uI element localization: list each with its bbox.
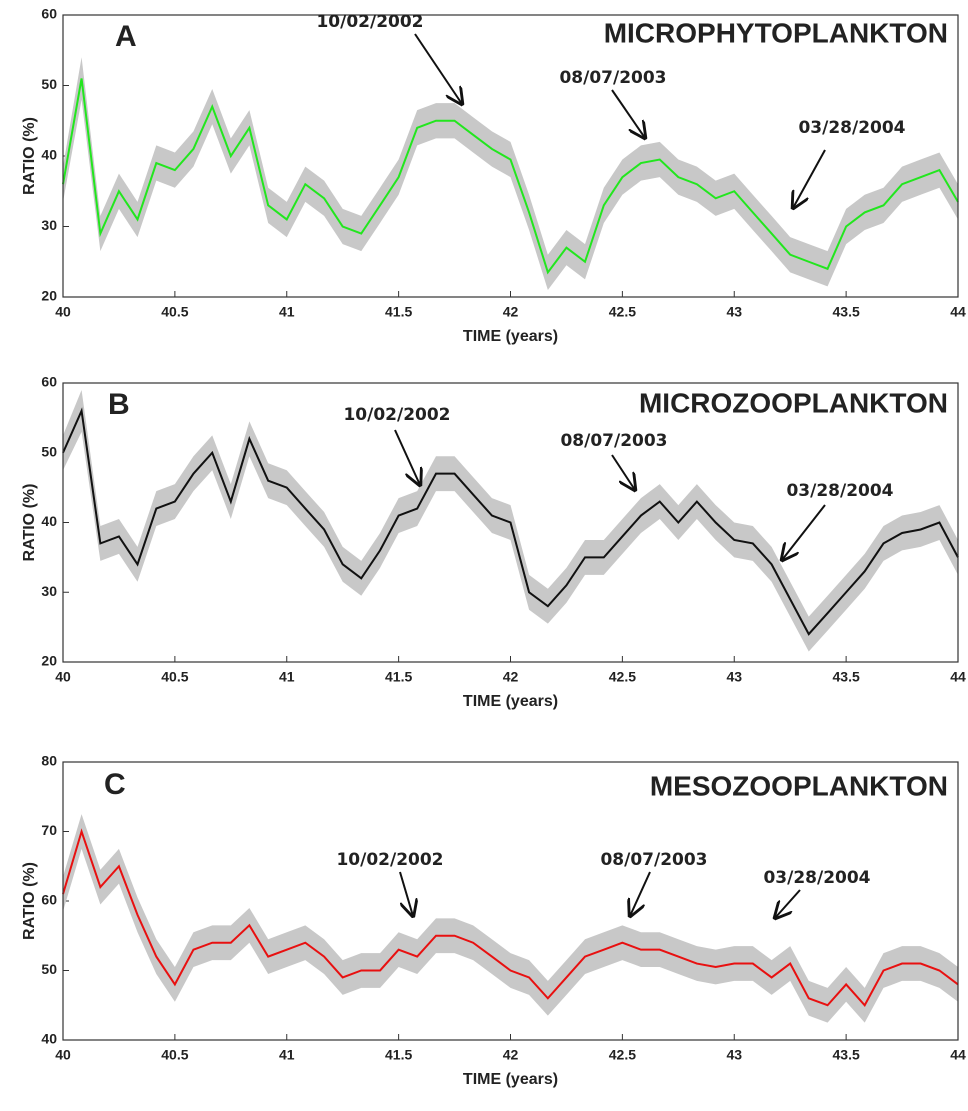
x-tick-label: 40	[55, 304, 71, 320]
panel-label: A	[115, 20, 137, 53]
x-tick-label: 40	[55, 1047, 71, 1063]
x-tick-label: 41	[279, 304, 295, 320]
x-tick-label: 40.5	[161, 304, 188, 320]
x-tick-label: 41.5	[385, 304, 412, 320]
x-tick-label: 42.5	[609, 304, 636, 320]
annotation: 10/02/2002	[343, 405, 450, 425]
x-tick-label: 43	[726, 304, 742, 320]
x-tick-label: 42.5	[609, 669, 636, 685]
x-tick-label: 41.5	[385, 669, 412, 685]
x-tick-label: 43.5	[833, 669, 860, 685]
x-tick-label: 42	[503, 304, 519, 320]
y-tick-label: 30	[41, 583, 57, 599]
data-line	[62, 828, 959, 1007]
panel-label: B	[108, 388, 130, 421]
x-tick-label: 42	[503, 669, 519, 685]
y-tick-label: 20	[41, 288, 57, 304]
annotation: 10/02/2002	[316, 12, 423, 32]
x-tick-label: 41	[279, 1047, 295, 1063]
y-tick-label: 30	[41, 217, 57, 233]
y-tick-label: 40	[41, 513, 57, 529]
panel-title: MICROPHYTOPLANKTON	[604, 17, 948, 48]
annotation: 08/07/2003	[559, 68, 666, 88]
panel: 20 30 40 50 60 40 40.5 41 41.5 42 42.5 43 43.5 44 TIME…	[21, 374, 966, 711]
annotation-arrow	[793, 149, 826, 208]
y-tick-label: 60	[41, 892, 57, 908]
annotation: 08/07/2003	[560, 431, 667, 451]
x-tick-label: 42.5	[609, 1047, 636, 1063]
annotation-arrow	[414, 33, 462, 104]
error-band	[63, 389, 958, 652]
y-tick-label: 50	[41, 443, 57, 459]
y-tick-label: 50	[41, 961, 57, 977]
y-tick-label: 50	[41, 76, 57, 92]
x-tick-label: 43.5	[833, 304, 860, 320]
x-tick-label: 43.5	[833, 1047, 860, 1063]
x-axis-title: TIME (years)	[463, 1071, 558, 1088]
data-line	[62, 78, 959, 275]
error-band	[63, 57, 958, 290]
x-tick-label: 43	[726, 1047, 742, 1063]
plot-frame	[62, 14, 959, 298]
y-tick-label: 80	[41, 753, 57, 769]
x-axis-title: TIME (years)	[463, 693, 558, 710]
y-tick-label: 20	[41, 653, 57, 669]
annotation-arrow	[782, 504, 826, 560]
y-axis-title: RATIO (%)	[21, 484, 38, 562]
y-tick-label: 60	[41, 6, 57, 22]
y-axis-title: RATIO (%)	[21, 862, 38, 940]
x-axis-title: TIME (years)	[463, 328, 558, 345]
x-tick-label: 41.5	[385, 1047, 412, 1063]
x-tick-label: 44	[950, 1047, 966, 1063]
plot-frame	[62, 761, 959, 1041]
panel-title: MICROZOOPLANKTON	[639, 387, 948, 418]
panel: 20 30 40 50 60 40 40.5 41 41.5 42 42.5 43 43.5 44 TIME…	[21, 6, 966, 346]
panel: 40 50 60 70 80 40 40.5 41 41.5 42 42.5 43 43.5 44 TIME…	[21, 753, 966, 1089]
y-tick-label: 40	[41, 147, 57, 163]
annotation: 03/28/2004	[763, 868, 870, 888]
annotation-arrow	[630, 871, 651, 916]
annotation-arrow	[775, 889, 801, 918]
x-tick-label: 42	[503, 1047, 519, 1063]
x-tick-label: 41	[279, 669, 295, 685]
y-axis-title: RATIO (%)	[21, 117, 38, 195]
panel-title: MESOZOOPLANKTON	[650, 770, 948, 801]
x-tick-label: 43	[726, 669, 742, 685]
y-tick-label: 40	[41, 1031, 57, 1047]
x-tick-label: 44	[950, 669, 966, 685]
x-tick-label: 44	[950, 304, 966, 320]
annotation: 03/28/2004	[786, 481, 893, 501]
x-tick-label: 40.5	[161, 669, 188, 685]
annotation: 08/07/2003	[600, 850, 707, 870]
plot-frame	[62, 382, 959, 663]
annotation-arrow	[399, 871, 413, 916]
y-tick-label: 60	[41, 374, 57, 390]
x-tick-label: 40.5	[161, 1047, 188, 1063]
annotation-arrow	[394, 429, 420, 485]
data-line	[62, 407, 959, 636]
y-tick-label: 70	[41, 822, 57, 838]
annotation: 10/02/2002	[336, 850, 443, 870]
annotation: 03/28/2004	[798, 118, 905, 138]
panel-label: C	[104, 768, 126, 801]
annotation-arrow	[611, 454, 635, 490]
error-band	[63, 814, 958, 1023]
annotation-arrow	[611, 89, 645, 138]
x-tick-label: 40	[55, 669, 71, 685]
